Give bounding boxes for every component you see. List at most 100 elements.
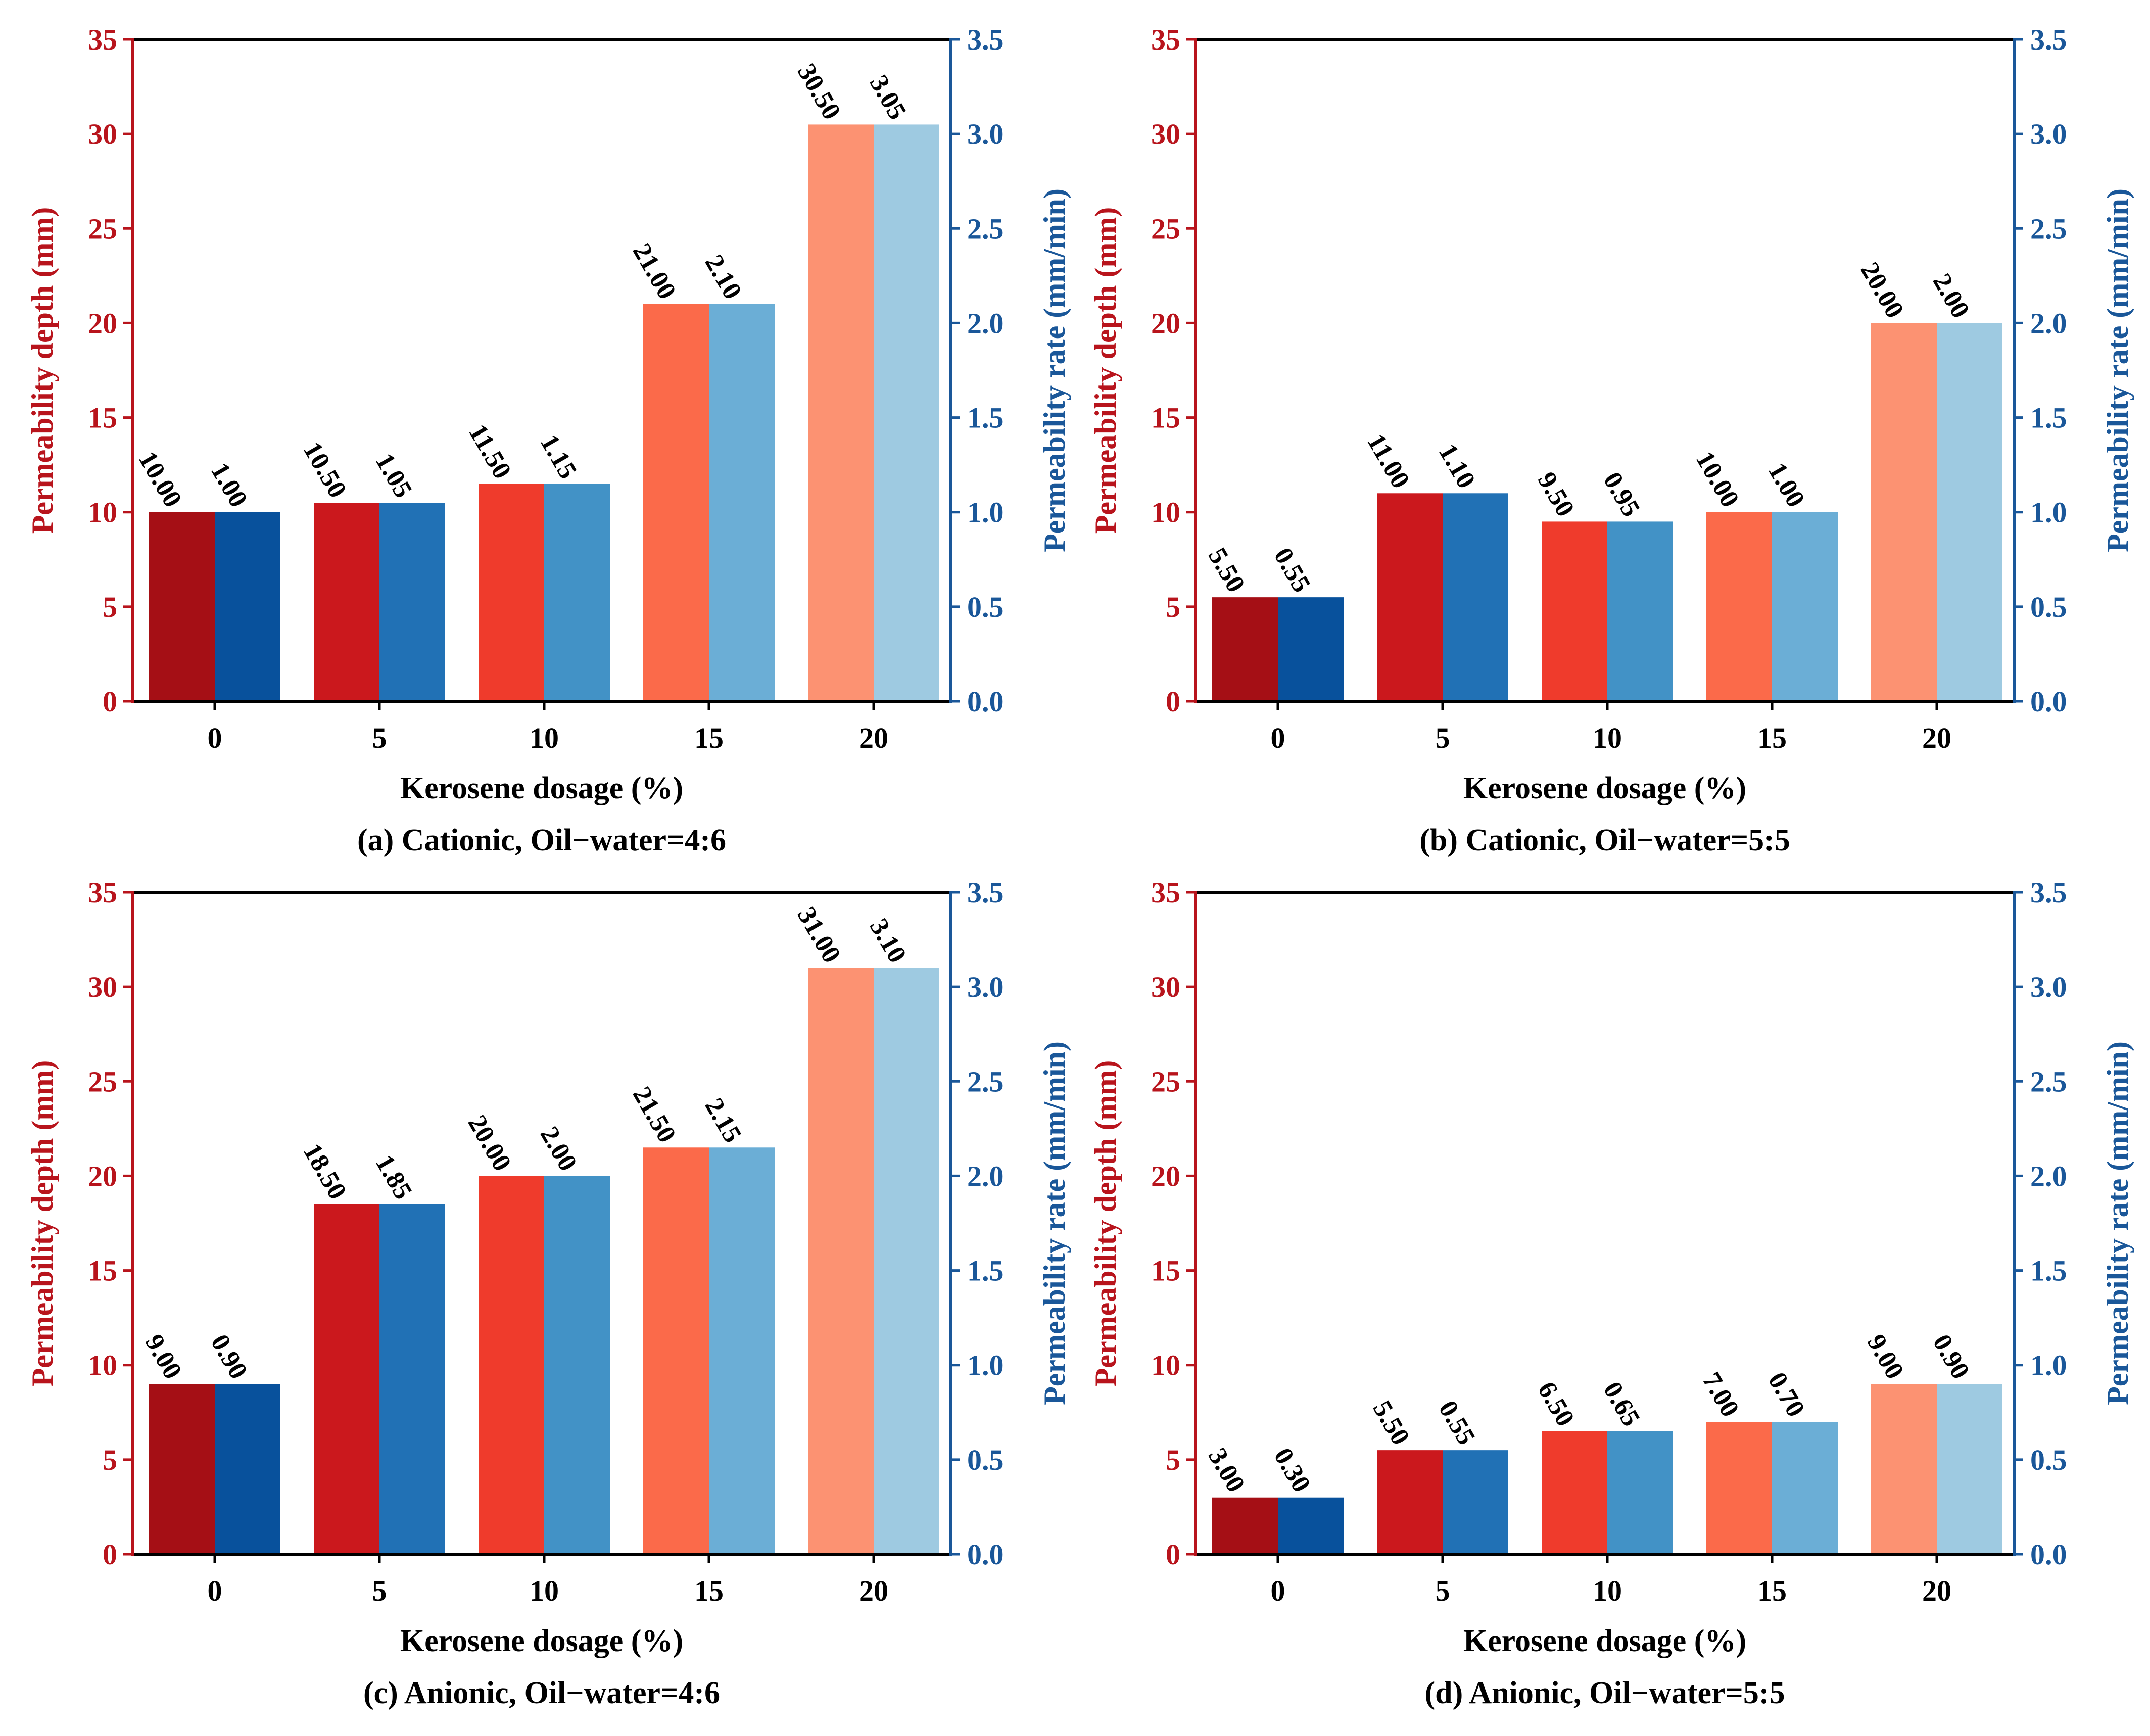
depth-bar-10	[1542, 1431, 1607, 1554]
rate-value-label-10: 0.65	[1598, 1377, 1646, 1431]
x-axis-title: Kerosene dosage (%)	[400, 1624, 683, 1658]
x-tick-label-20: 20	[1922, 1574, 1951, 1607]
left-axis-title: Permeability depth (mm)	[1089, 1060, 1122, 1387]
depth-value-label-10: 9.50	[1532, 467, 1580, 521]
depth-bar-15	[1706, 1422, 1772, 1554]
right-tick-label-2.5: 2.5	[2030, 212, 2067, 245]
left-tick-label-15: 15	[1151, 402, 1180, 435]
x-tick-label-15: 15	[694, 1574, 724, 1607]
left-tick-label-5: 5	[103, 591, 117, 623]
depth-value-label-0: 5.50	[1203, 543, 1251, 597]
rate-value-label-0: 0.90	[205, 1330, 253, 1384]
right-tick-label-1.0: 1.0	[2030, 1349, 2067, 1382]
left-tick-label-20: 20	[88, 1160, 117, 1192]
depth-value-label-10: 20.00	[462, 1111, 517, 1176]
depth-bar-20	[808, 968, 874, 1554]
right-tick-label-0.0: 0.0	[2030, 1538, 2067, 1571]
left-tick-label-0: 0	[1166, 685, 1180, 718]
rate-bar-10	[1607, 521, 1673, 701]
right-tick-label-3.5: 3.5	[2030, 23, 2067, 56]
x-tick-label-5: 5	[372, 1574, 387, 1607]
left-tick-label-10: 10	[88, 496, 117, 529]
right-tick-label-2.0: 2.0	[2030, 1160, 2067, 1192]
x-tick-label-10: 10	[530, 721, 559, 754]
rate-value-label-15: 0.70	[1762, 1368, 1810, 1422]
rate-value-label-5: 1.10	[1433, 439, 1481, 493]
rate-bar-5	[379, 503, 445, 701]
rate-bar-15	[1772, 1422, 1838, 1554]
left-tick-label-35: 35	[1151, 23, 1180, 56]
right-tick-label-2.0: 2.0	[967, 1160, 1004, 1192]
left-axis-title: Permeability depth (mm)	[26, 207, 59, 534]
rate-value-label-20: 3.10	[864, 913, 912, 968]
rate-bar-20	[1937, 1384, 2002, 1554]
left-tick-label-15: 15	[88, 402, 117, 435]
left-tick-label-35: 35	[1151, 876, 1180, 909]
left-tick-label-15: 15	[1151, 1255, 1180, 1287]
right-tick-label-0.0: 0.0	[967, 1538, 1004, 1571]
depth-value-label-10: 11.50	[463, 419, 516, 484]
right-tick-label-2.0: 2.0	[2030, 307, 2067, 340]
left-tick-label-20: 20	[88, 307, 117, 340]
depth-value-label-20: 31.00	[792, 902, 846, 968]
depth-bar-15	[1706, 512, 1772, 701]
x-tick-label-20: 20	[859, 1574, 888, 1607]
right-tick-label-1.0: 1.0	[967, 1349, 1004, 1382]
depth-bar-20	[1871, 323, 1937, 701]
right-tick-label-0.0: 0.0	[2030, 685, 2067, 718]
rate-value-label-10: 1.15	[535, 429, 583, 484]
depth-value-label-0: 9.00	[139, 1330, 187, 1384]
depth-bar-10	[1542, 521, 1607, 701]
depth-value-label-15: 7.00	[1697, 1368, 1745, 1422]
depth-value-label-15: 21.50	[627, 1082, 682, 1147]
depth-value-label-10: 6.50	[1532, 1377, 1580, 1431]
depth-bar-10	[479, 484, 544, 701]
depth-bar-15	[643, 304, 709, 701]
rate-value-label-15: 1.00	[1762, 458, 1810, 512]
left-tick-label-10: 10	[88, 1349, 117, 1382]
right-tick-label-3.5: 3.5	[967, 876, 1004, 909]
depth-value-label-5: 11.00	[1361, 429, 1415, 493]
rate-bar-10	[544, 484, 610, 701]
rate-value-label-0: 0.30	[1268, 1443, 1316, 1497]
rate-bar-10	[1607, 1431, 1673, 1554]
rate-bar-0	[215, 512, 280, 701]
x-tick-label-5: 5	[1436, 721, 1450, 754]
right-tick-label-1.5: 1.5	[2030, 1255, 2067, 1287]
rate-value-label-20: 2.00	[1927, 269, 1975, 323]
x-tick-label-10: 10	[1593, 1574, 1622, 1607]
x-tick-label-15: 15	[1757, 1574, 1787, 1607]
right-tick-label-2.0: 2.0	[967, 307, 1004, 340]
rate-value-label-5: 1.05	[370, 449, 418, 503]
left-axis-title: Permeability depth (mm)	[1089, 207, 1122, 534]
right-tick-label-0.5: 0.5	[2030, 1443, 2067, 1476]
left-tick-label-30: 30	[88, 118, 117, 151]
x-tick-label-20: 20	[859, 721, 888, 754]
depth-bar-0	[1212, 1497, 1278, 1554]
depth-value-label-5: 10.50	[298, 437, 352, 503]
right-axis-title: Permeability rate (mm/min)	[1038, 1041, 1071, 1405]
x-axis-title: Kerosene dosage (%)	[1463, 1624, 1746, 1658]
panel-caption: (d) Anionic, Oil−water=5:5	[1425, 1676, 1785, 1710]
left-axis-title: Permeability depth (mm)	[26, 1060, 59, 1387]
right-tick-label-3.0: 3.0	[967, 118, 1004, 151]
right-tick-label-3.5: 3.5	[2030, 876, 2067, 909]
left-tick-label-0: 0	[103, 1538, 117, 1571]
x-axis-title: Kerosene dosage (%)	[400, 771, 683, 805]
left-tick-label-25: 25	[1151, 1065, 1180, 1098]
rate-value-label-5: 1.85	[370, 1150, 418, 1204]
left-tick-label-30: 30	[1151, 971, 1180, 1003]
x-tick-label-5: 5	[1436, 1574, 1450, 1607]
left-tick-label-10: 10	[1151, 1349, 1180, 1382]
depth-value-label-15: 21.00	[627, 238, 682, 304]
x-tick-label-0: 0	[208, 721, 222, 754]
depth-bar-5	[1377, 493, 1443, 701]
x-tick-label-5: 5	[372, 721, 387, 754]
x-tick-label-10: 10	[1593, 721, 1622, 754]
left-tick-label-0: 0	[103, 685, 117, 718]
depth-value-label-20: 9.00	[1861, 1330, 1909, 1384]
depth-bar-15	[643, 1147, 709, 1554]
x-tick-label-0: 0	[1271, 721, 1285, 754]
